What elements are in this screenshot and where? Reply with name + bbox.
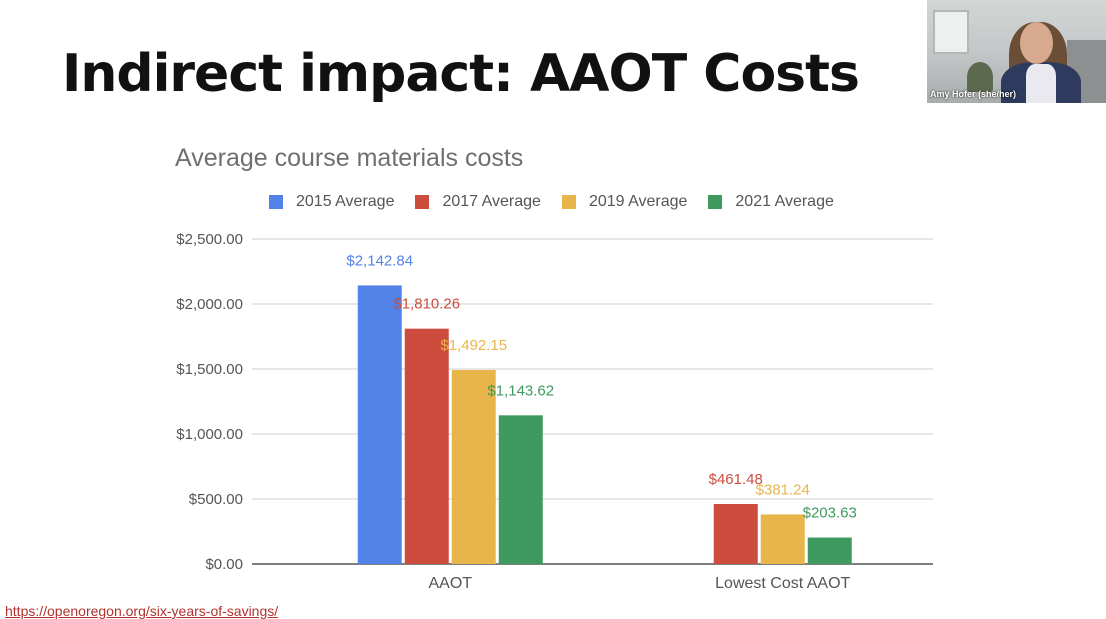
y-tick-label: $2,500.00 bbox=[176, 231, 243, 248]
y-tick-label: $1,000.00 bbox=[176, 426, 243, 443]
bar bbox=[807, 537, 852, 564]
bar bbox=[357, 285, 402, 564]
legend-swatch bbox=[561, 195, 576, 209]
y-tick-label: $2,000.00 bbox=[176, 296, 243, 313]
chart-title: Average course materials costs bbox=[175, 144, 524, 172]
data-label: $1,810.26 bbox=[393, 296, 460, 313]
data-label: $2,142.84 bbox=[346, 252, 413, 269]
slide-title: Indirect impact: AAOT Costs bbox=[62, 44, 860, 104]
y-tick-label: $0.00 bbox=[205, 556, 243, 573]
x-tick-label: Lowest Cost AAOT bbox=[715, 575, 850, 592]
participant-shirt bbox=[1026, 64, 1056, 103]
background-plant bbox=[967, 62, 993, 92]
background-window bbox=[933, 10, 969, 54]
bar bbox=[713, 504, 758, 564]
data-label: $1,143.62 bbox=[487, 382, 554, 399]
bar bbox=[760, 514, 805, 564]
data-label: $381.24 bbox=[756, 481, 810, 498]
bar bbox=[404, 328, 449, 564]
data-label: $1,492.15 bbox=[440, 337, 507, 354]
legend-item: 2019 Average bbox=[561, 193, 688, 211]
legend-label: 2015 Average bbox=[296, 193, 395, 210]
participant-video-tile[interactable]: Amy Hofer (she/her) bbox=[927, 0, 1106, 103]
data-label: $203.63 bbox=[803, 505, 857, 522]
legend-label: 2017 Average bbox=[442, 193, 541, 210]
legend-label: 2019 Average bbox=[588, 193, 688, 210]
y-tick-label: $500.00 bbox=[189, 491, 243, 508]
bar-chart: $0.00 $500.00 $1,000.00 $1,500.00 $2,000.00 $… bbox=[176, 231, 933, 592]
legend-item: 2017 Average bbox=[415, 193, 541, 211]
participant-name-label: Amy Hofer (she/her) bbox=[930, 89, 1017, 99]
legend-swatch bbox=[415, 195, 430, 209]
legend-swatch bbox=[269, 195, 283, 209]
bar bbox=[498, 415, 543, 564]
x-tick-label: AAOT bbox=[428, 575, 472, 592]
bar bbox=[451, 370, 496, 564]
chart-legend: 2015 Average 2017 Average 2019 Average 2021… bbox=[269, 193, 855, 211]
legend-item: 2021 Average bbox=[708, 193, 834, 211]
legend-label: 2021 Average bbox=[735, 193, 834, 210]
legend-item: 2015 Average bbox=[269, 193, 394, 211]
source-link[interactable]: https://openoregon.org/six-years-of-savi… bbox=[5, 603, 279, 619]
y-tick-label: $1,500.00 bbox=[176, 361, 243, 378]
participant-face bbox=[1020, 22, 1053, 64]
data-label: $461.48 bbox=[709, 471, 763, 488]
legend-swatch bbox=[708, 195, 723, 209]
